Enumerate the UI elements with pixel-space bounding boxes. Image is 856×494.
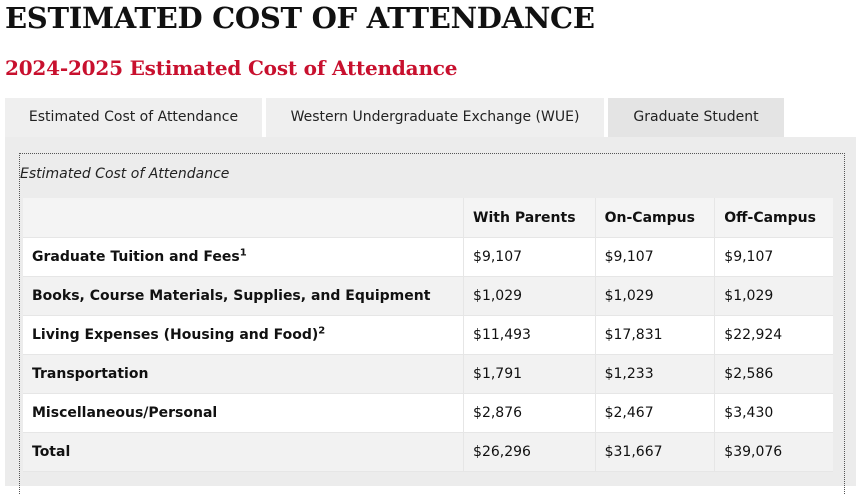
- row-label: Living Expenses (Housing and Food)2: [23, 315, 465, 355]
- table-caption: Estimated Cost of Attendance: [20, 166, 230, 182]
- tab-panel: Estimated Cost of Attendance With Parent…: [5, 137, 856, 494]
- row-label: Miscellaneous/Personal: [23, 393, 465, 433]
- cell-on-campus: $1,029: [595, 276, 716, 316]
- cell-with-parents: $1,791: [463, 354, 596, 394]
- page-title: ESTIMATED COST OF ATTENDANCE: [5, 1, 595, 35]
- section-subtitle: 2024-2025 Estimated Cost of Attendance: [5, 56, 458, 80]
- row-label: Books, Course Materials, Supplies, and E…: [23, 276, 465, 316]
- cell-on-campus: $9,107: [595, 237, 716, 277]
- table-row: Books, Course Materials, Supplies, and E…: [23, 276, 833, 316]
- cell-with-parents: $1,029: [463, 276, 596, 316]
- cell-with-parents: $26,296: [463, 432, 596, 472]
- cell-with-parents: $11,493: [463, 315, 596, 355]
- footnote-marker: 2: [318, 325, 326, 337]
- cell-off-campus: $1,029: [714, 276, 833, 316]
- table-row: Living Expenses (Housing and Food)2 $11,…: [23, 315, 833, 355]
- cell-on-campus: $1,233: [595, 354, 716, 394]
- cell-on-campus: $17,831: [595, 315, 716, 355]
- table-header-row: With Parents On-Campus Off-Campus: [23, 198, 833, 238]
- tab-graduate-student[interactable]: Graduate Student: [608, 98, 784, 137]
- row-label: Total: [23, 432, 465, 472]
- row-label: Graduate Tuition and Fees1: [23, 237, 465, 277]
- header-off-campus: Off-Campus: [714, 198, 833, 238]
- table-row: Transportation $1,791 $1,233 $2,586: [23, 354, 833, 394]
- cell-with-parents: $9,107: [463, 237, 596, 277]
- table-row: Graduate Tuition and Fees1 $9,107 $9,107…: [23, 237, 833, 277]
- cell-off-campus: $2,586: [714, 354, 833, 394]
- tab-bar: Estimated Cost of Attendance Western Und…: [5, 98, 856, 137]
- cell-off-campus: $39,076: [714, 432, 833, 472]
- table-container: Estimated Cost of Attendance With Parent…: [19, 153, 845, 494]
- row-label: Transportation: [23, 354, 465, 394]
- header-blank: [23, 198, 464, 238]
- header-with-parents: With Parents: [463, 198, 596, 238]
- cell-on-campus: $2,467: [595, 393, 716, 433]
- table-row-total: Total $26,296 $31,667 $39,076: [23, 432, 833, 472]
- table-row: Miscellaneous/Personal $2,876 $2,467 $3,…: [23, 393, 833, 433]
- cell-on-campus: $31,667: [595, 432, 716, 472]
- cell-off-campus: $22,924: [714, 315, 833, 355]
- footnote-marker: 1: [239, 247, 247, 259]
- cost-table: With Parents On-Campus Off-Campus Gradua…: [23, 198, 833, 472]
- cell-off-campus: $3,430: [714, 393, 833, 433]
- cell-off-campus: $9,107: [714, 237, 833, 277]
- tab-estimated-cost[interactable]: Estimated Cost of Attendance: [5, 98, 262, 137]
- cell-with-parents: $2,876: [463, 393, 596, 433]
- tab-wue[interactable]: Western Undergraduate Exchange (WUE): [266, 98, 604, 137]
- header-on-campus: On-Campus: [594, 198, 716, 238]
